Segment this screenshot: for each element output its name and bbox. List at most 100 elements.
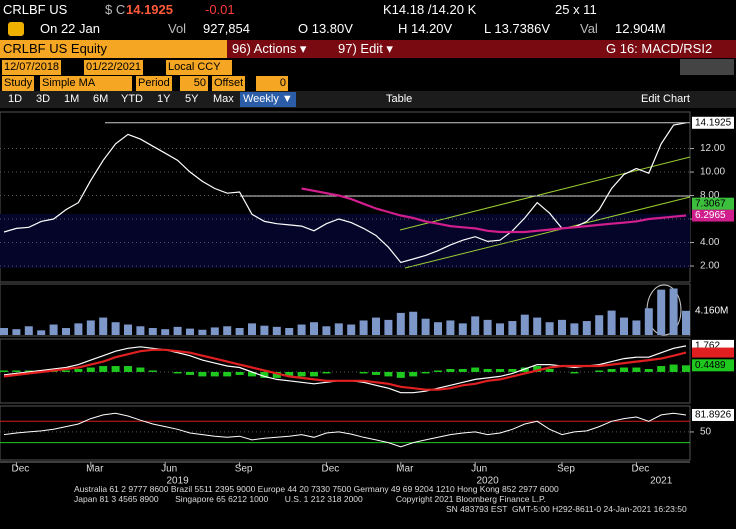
histogram-bar	[632, 367, 641, 372]
period-label: Period	[136, 76, 172, 91]
value-label: Val	[580, 21, 598, 36]
edit-chart-button[interactable]: Edit Chart	[641, 93, 690, 105]
trade-date: On 22 Jan	[40, 21, 100, 36]
volume-bar	[12, 329, 21, 335]
year-label: 2019	[166, 476, 189, 487]
chart-toolbar	[0, 91, 736, 108]
end-date[interactable]: 01/22/2021	[84, 60, 144, 75]
volume-bar	[632, 320, 641, 335]
histogram-bar	[446, 369, 455, 372]
histogram-bar	[669, 364, 678, 372]
x-tick-label: Mar	[396, 464, 414, 475]
open-price: O 13.80V	[298, 21, 353, 36]
last-price: 14.1925	[126, 2, 173, 17]
histogram-bar	[396, 371, 405, 378]
value-tag: 7.3067	[695, 198, 726, 209]
value-tag: 1.762	[695, 341, 720, 352]
price-change: -0.01	[205, 2, 235, 17]
volume-bar	[310, 322, 318, 335]
y-tick-label: 2.00	[700, 261, 720, 272]
period-button[interactable]: 3D	[36, 93, 51, 105]
x-tick-label: Dec	[12, 464, 30, 475]
histogram-bar	[285, 371, 294, 377]
volume-bar	[285, 328, 294, 335]
volume-bar	[186, 328, 194, 335]
histogram-bar	[235, 371, 244, 375]
x-tick-label: Sep	[235, 464, 253, 475]
security-field[interactable]: CRLBF US Equity	[0, 40, 227, 58]
period-button[interactable]: 1D	[8, 93, 23, 105]
value-tag-bg	[692, 209, 734, 222]
table-button[interactable]: Table	[386, 93, 413, 105]
volume-bar	[644, 308, 653, 335]
histogram-bar	[359, 371, 368, 374]
footer-line: Australia 61 2 9777 8600 Brazil 5511 239…	[74, 484, 559, 494]
frequency-select[interactable]: Weekly ▼	[240, 92, 296, 107]
volume-bar	[248, 323, 256, 335]
histogram-bar	[198, 371, 207, 377]
study-type[interactable]: Simple MA	[40, 76, 132, 91]
period-button[interactable]: 5Y	[185, 93, 199, 105]
volume-bar	[372, 317, 380, 335]
x-tick-label: Dec	[632, 464, 650, 475]
volume-bar	[49, 324, 58, 335]
volume-bar	[322, 326, 331, 335]
offset-value[interactable]: 0	[256, 76, 288, 91]
period-button[interactable]: 6M	[93, 93, 109, 105]
volume-bar	[198, 329, 207, 335]
x-tick-label: Jun	[161, 464, 177, 475]
series-line	[3, 412, 687, 448]
start-date[interactable]: 12/07/2018	[2, 60, 62, 75]
edit-menu[interactable]: 97) Edit ▾	[338, 41, 393, 56]
period-button[interactable]: Max	[213, 93, 234, 105]
value-tag-bg	[692, 116, 734, 129]
histogram-bar	[657, 366, 666, 372]
volume-bar	[607, 310, 616, 335]
year-label: 2020	[476, 476, 499, 487]
histogram-bar	[173, 371, 182, 374]
currency-select[interactable]: Local CCY	[166, 60, 232, 75]
period-button[interactable]: 1M	[64, 93, 80, 105]
value-tag: 14.1925	[695, 117, 732, 128]
nav-buttons[interactable]	[680, 59, 734, 75]
histogram-bar	[111, 366, 120, 372]
histogram-bar	[496, 369, 504, 372]
footer-line: SN 483793 EST GMT-5:00 H292-8611-0 24-Ja…	[446, 504, 687, 514]
histogram-bar	[124, 366, 132, 372]
y-tick-label: 12.00	[700, 143, 725, 154]
volume-bar	[620, 317, 628, 335]
value-tag: 0.4489	[695, 360, 726, 371]
high-price: H 14.20V	[398, 21, 453, 36]
period-button[interactable]: 1Y	[157, 93, 171, 105]
volume-bar	[235, 328, 244, 335]
volume-bar	[161, 329, 170, 335]
histogram-bar	[508, 369, 517, 372]
volume-bar	[570, 323, 579, 335]
histogram-bar	[483, 369, 492, 372]
histogram-bar	[310, 371, 318, 377]
trend-line	[404, 196, 691, 269]
volume-bar	[74, 323, 83, 335]
year-label: 2021	[650, 476, 673, 487]
volume-bar	[533, 317, 542, 335]
volume-bar	[173, 326, 182, 335]
volume: 927,854	[203, 21, 250, 36]
bid-ask: K14.18 /14.20 K	[383, 2, 477, 17]
histogram-bar	[12, 370, 21, 372]
histogram-bar	[520, 367, 529, 372]
low-price: L 13.7386V	[484, 21, 551, 36]
y-tick-label: 4.00	[700, 237, 720, 248]
histogram-bar	[372, 371, 380, 375]
actions-menu[interactable]: 96) Actions ▾	[232, 41, 307, 56]
histogram-bar	[322, 371, 331, 374]
histogram-bar	[62, 370, 70, 372]
period-value[interactable]: 50	[180, 76, 208, 91]
period-button[interactable]: YTD	[121, 93, 143, 105]
histogram-bar	[186, 371, 194, 375]
volume-bar	[384, 319, 393, 335]
histogram-bar	[545, 369, 554, 372]
histogram-bar	[607, 369, 616, 372]
volume-bar	[496, 323, 504, 335]
volume-bar	[682, 310, 690, 335]
